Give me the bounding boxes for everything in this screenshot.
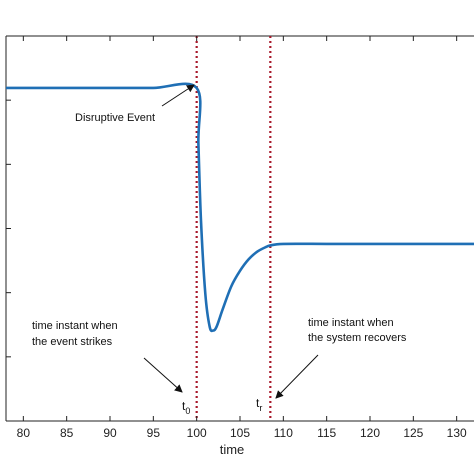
plot-frame bbox=[5, 35, 474, 422]
arrow-disruptive-event bbox=[161, 84, 195, 107]
x-tick-label: 80 bbox=[17, 426, 31, 440]
x-tick-label: 125 bbox=[403, 426, 423, 440]
x-tick-label: 90 bbox=[103, 426, 117, 440]
annotation-recover-line1: time instant when bbox=[308, 317, 394, 329]
x-tick-label: 115 bbox=[317, 426, 336, 440]
arrow-system-recovers bbox=[275, 354, 319, 399]
vertical-markers bbox=[195, 36, 272, 421]
x-axis-ticks: 80 85 90 95 100 105 110 115 120 125 130 bbox=[17, 36, 467, 440]
series-line-0 bbox=[6, 82, 474, 333]
x-tick-label: 95 bbox=[147, 426, 161, 440]
annotation-disruptive-event: Disruptive Event bbox=[75, 112, 155, 124]
arrow-event-strikes bbox=[143, 357, 183, 393]
x-tick-label: 105 bbox=[230, 426, 250, 440]
series-group bbox=[6, 82, 474, 333]
y-axis-ticks bbox=[6, 99, 11, 358]
x-tick-label: 130 bbox=[447, 426, 467, 440]
label-tr: tr bbox=[256, 396, 262, 413]
x-tick-label: 110 bbox=[274, 426, 293, 440]
x-tick-label: 100 bbox=[187, 426, 207, 440]
x-axis-label: time bbox=[220, 442, 245, 457]
annotations: Disruptive Event time instant when the e… bbox=[32, 84, 407, 416]
annotation-strike-line1: time instant when bbox=[32, 320, 118, 332]
x-tick-label: 85 bbox=[60, 426, 74, 440]
annotation-strike-line2: the event strikes bbox=[32, 336, 113, 348]
x-tick-label: 120 bbox=[360, 426, 380, 440]
annotation-recover-line2: the system recovers bbox=[308, 332, 407, 344]
label-t0: t0 bbox=[182, 399, 190, 416]
